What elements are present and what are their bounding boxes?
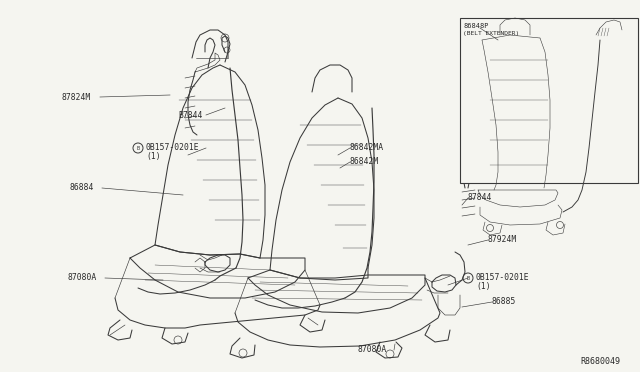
Text: 86842M: 86842M — [350, 157, 380, 167]
Text: (1): (1) — [476, 282, 491, 291]
Bar — [460, 18, 638, 183]
Text: 87824M: 87824M — [62, 93, 92, 102]
Text: 0B157-0201E: 0B157-0201E — [476, 273, 530, 282]
Text: 86842MA: 86842MA — [350, 144, 384, 153]
Text: 87844: 87844 — [468, 193, 492, 202]
Text: B: B — [136, 145, 140, 151]
Text: 86884: 86884 — [70, 183, 94, 192]
Text: 86848P: 86848P — [463, 23, 488, 29]
Text: B7844: B7844 — [178, 110, 202, 119]
Text: 86885: 86885 — [492, 298, 516, 307]
Text: (1): (1) — [146, 151, 161, 160]
Text: 87924M: 87924M — [488, 235, 517, 244]
Text: B: B — [467, 276, 470, 280]
Text: (BELT EXTENDER): (BELT EXTENDER) — [463, 32, 519, 36]
Text: R8680049: R8680049 — [580, 357, 620, 366]
Text: 0B157-0201E: 0B157-0201E — [146, 144, 200, 153]
Text: 87080A: 87080A — [68, 273, 97, 282]
Text: 87080A: 87080A — [358, 346, 387, 355]
